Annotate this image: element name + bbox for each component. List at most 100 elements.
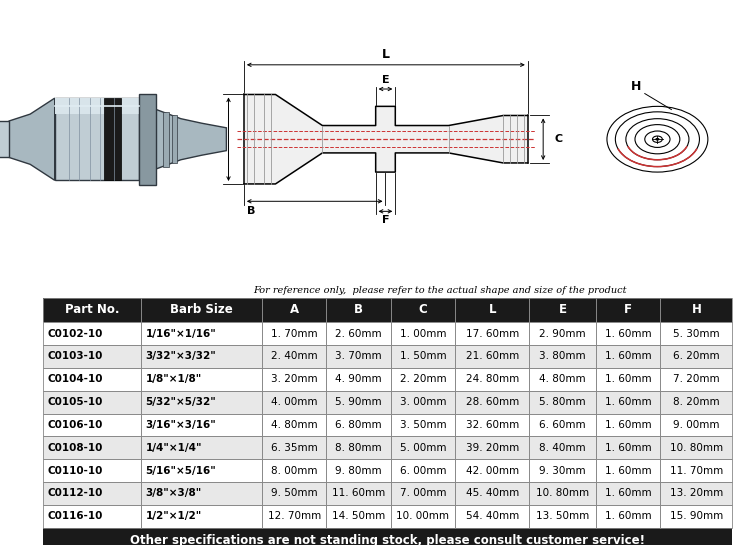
Text: 8. 40mm: 8. 40mm xyxy=(539,443,586,453)
Bar xyxy=(596,459,661,482)
Text: 1. 60mm: 1. 60mm xyxy=(605,465,652,476)
Text: 3. 20mm: 3. 20mm xyxy=(271,374,317,384)
Bar xyxy=(596,391,661,414)
Bar xyxy=(141,414,262,437)
Text: 9. 00mm: 9. 00mm xyxy=(673,420,720,430)
Text: 6. 60mm: 6. 60mm xyxy=(539,420,586,430)
Text: 1. 60mm: 1. 60mm xyxy=(605,488,652,499)
Text: 13. 20mm: 13. 20mm xyxy=(669,488,723,499)
Bar xyxy=(390,437,455,459)
Text: 28. 60mm: 28. 60mm xyxy=(466,397,519,407)
Text: 2. 20mm: 2. 20mm xyxy=(399,374,446,384)
Text: 9. 80mm: 9. 80mm xyxy=(335,465,382,476)
Text: 6. 80mm: 6. 80mm xyxy=(335,420,382,430)
Bar xyxy=(326,482,390,505)
Bar xyxy=(141,505,262,528)
Text: 6. 35mm: 6. 35mm xyxy=(271,443,318,453)
Bar xyxy=(390,459,455,482)
Polygon shape xyxy=(163,112,169,167)
Text: 6. 20mm: 6. 20mm xyxy=(673,352,720,361)
Bar xyxy=(661,391,732,414)
Bar xyxy=(326,368,390,391)
Bar xyxy=(43,459,141,482)
Bar xyxy=(326,505,390,528)
Bar xyxy=(390,368,455,391)
Text: 1. 60mm: 1. 60mm xyxy=(605,397,652,407)
Text: E: E xyxy=(559,304,567,317)
Text: 2. 60mm: 2. 60mm xyxy=(335,329,382,338)
Text: B: B xyxy=(354,304,363,317)
Bar xyxy=(141,322,262,345)
Bar xyxy=(455,459,529,482)
Bar xyxy=(262,391,326,414)
Text: Barb Size: Barb Size xyxy=(170,304,233,317)
Bar xyxy=(43,322,141,345)
Bar xyxy=(141,391,262,414)
Bar xyxy=(455,368,529,391)
Polygon shape xyxy=(156,110,227,169)
Bar xyxy=(326,298,390,322)
Bar xyxy=(529,298,596,322)
Text: 3. 80mm: 3. 80mm xyxy=(539,352,586,361)
Bar xyxy=(43,528,732,545)
Bar xyxy=(390,482,455,505)
Bar xyxy=(455,482,529,505)
Text: 4. 00mm: 4. 00mm xyxy=(271,397,317,407)
Bar xyxy=(390,414,455,437)
Bar xyxy=(661,505,732,528)
Text: C0108-10: C0108-10 xyxy=(48,443,103,453)
Bar xyxy=(529,482,596,505)
Text: 17. 60mm: 17. 60mm xyxy=(466,329,519,338)
Bar xyxy=(390,437,455,459)
Text: F: F xyxy=(624,304,632,317)
Bar xyxy=(262,437,326,459)
Bar xyxy=(326,391,390,414)
Bar xyxy=(326,414,390,437)
Bar xyxy=(529,368,596,391)
Bar xyxy=(455,298,529,322)
Bar xyxy=(262,459,326,482)
Text: 15. 90mm: 15. 90mm xyxy=(669,511,723,521)
Text: 9. 30mm: 9. 30mm xyxy=(539,465,586,476)
Bar xyxy=(141,459,262,482)
Bar xyxy=(529,345,596,368)
Bar xyxy=(455,345,529,368)
Text: C0106-10: C0106-10 xyxy=(48,420,103,430)
Polygon shape xyxy=(244,94,528,184)
Bar xyxy=(326,298,390,322)
Bar xyxy=(141,298,262,322)
Bar xyxy=(455,368,529,391)
Text: 7. 20mm: 7. 20mm xyxy=(673,374,720,384)
Bar xyxy=(596,322,661,345)
Text: C0116-10: C0116-10 xyxy=(48,511,103,521)
Text: 1/16"×1/16": 1/16"×1/16" xyxy=(145,329,216,338)
Bar xyxy=(596,368,661,391)
Bar xyxy=(141,345,262,368)
Bar xyxy=(390,368,455,391)
Text: 45. 40mm: 45. 40mm xyxy=(466,488,519,499)
Bar xyxy=(43,368,141,391)
Text: 3/16"×3/16": 3/16"×3/16" xyxy=(145,420,216,430)
Bar xyxy=(262,414,326,437)
Bar xyxy=(390,322,455,345)
Bar xyxy=(529,322,596,345)
Bar xyxy=(141,437,262,459)
Text: 5/16"×5/16": 5/16"×5/16" xyxy=(145,465,216,476)
Bar xyxy=(141,391,262,414)
Text: 3/32"×3/32": 3/32"×3/32" xyxy=(145,352,216,361)
Bar xyxy=(262,368,326,391)
Text: 8. 20mm: 8. 20mm xyxy=(673,397,720,407)
Bar xyxy=(661,391,732,414)
Text: 13. 50mm: 13. 50mm xyxy=(536,511,590,521)
Bar xyxy=(43,345,141,368)
Bar xyxy=(141,368,262,391)
Text: 3/8"×3/8": 3/8"×3/8" xyxy=(145,488,202,499)
Text: C: C xyxy=(418,304,427,317)
Bar xyxy=(455,482,529,505)
Polygon shape xyxy=(55,98,139,180)
Bar xyxy=(43,391,141,414)
Text: 5. 00mm: 5. 00mm xyxy=(399,443,446,453)
Polygon shape xyxy=(0,121,9,158)
Text: C0112-10: C0112-10 xyxy=(48,488,103,499)
Bar xyxy=(43,505,141,528)
